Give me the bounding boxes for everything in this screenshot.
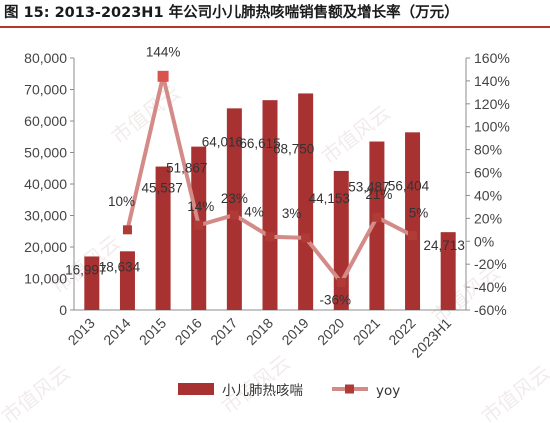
bar-value-label: 66,615 — [239, 136, 280, 151]
watermark-text-6: 市值风云 — [0, 360, 75, 423]
bar-2022 — [405, 132, 421, 310]
bar-value-label: 24,713 — [424, 238, 465, 253]
bar-value-label: 44,153 — [309, 191, 350, 206]
bar-2015 — [155, 166, 171, 310]
left-tick-label: 10,000 — [24, 271, 67, 287]
right-tick-label: 100% — [474, 119, 510, 135]
yoy-value-label: 14% — [187, 199, 214, 214]
right-tick-label: 160% — [474, 50, 510, 66]
yoy-value-label: 4% — [244, 205, 264, 220]
x-tick-label: 2021 — [350, 315, 383, 348]
legend-label-bar: 小儿肺热咳喘 — [222, 382, 303, 399]
line-series — [122, 70, 418, 288]
yoy-point-2021 — [372, 212, 382, 222]
right-tick-label: 40% — [474, 187, 502, 203]
x-tick-label: 2023H1 — [408, 315, 454, 361]
right-tick-label: 20% — [474, 210, 502, 226]
right-tick-label: 120% — [474, 96, 510, 112]
yoy-point-2014 — [122, 225, 132, 235]
x-tick-label: 2014 — [100, 315, 133, 348]
x-tick-label: 2013 — [65, 315, 98, 348]
right-tick-label: 60% — [474, 165, 502, 181]
bar-value-label: 68,750 — [273, 141, 314, 156]
yoy-value-label: 3% — [282, 206, 302, 221]
yoy-value-label: 10% — [108, 194, 135, 209]
yoy-value-label: 5% — [409, 206, 429, 221]
yoy-value-label: 144% — [146, 44, 181, 59]
yoy-point-2022 — [408, 231, 418, 241]
left-tick-label: 70,000 — [24, 82, 67, 98]
x-tick-label: 2020 — [314, 315, 347, 348]
bar-2014 — [119, 251, 135, 310]
x-tick-label: 2018 — [243, 315, 276, 348]
x-tick-label: 2015 — [136, 315, 169, 348]
yoy-value-label: -36% — [320, 293, 352, 308]
x-tick-label: 2019 — [278, 315, 311, 348]
watermark-text-5: 市值风云 — [477, 360, 550, 423]
bar-value-label: 51,867 — [166, 161, 207, 176]
bar-value-label: 45,537 — [141, 181, 182, 196]
bar-value-label: 18,634 — [99, 259, 141, 274]
x-tick-label: 2017 — [207, 315, 240, 348]
yoy-point-2016 — [194, 220, 204, 230]
bar-2021 — [369, 141, 385, 310]
yoy-point-2017 — [229, 210, 239, 220]
legend-label-line: yoy — [376, 383, 400, 399]
x-tick-label: 2016 — [172, 315, 205, 348]
legend: 小儿肺热咳喘 yoy — [178, 382, 400, 399]
bar-2019 — [298, 93, 314, 310]
right-tick-label: -40% — [474, 279, 507, 295]
right-tick-label: 0% — [474, 233, 494, 249]
yoy-point-2018 — [265, 232, 275, 242]
bar-value-label: 16,997 — [65, 262, 106, 277]
left-tick-label: 50,000 — [24, 145, 67, 161]
legend-swatch-bar — [178, 383, 214, 395]
left-tick-label: 60,000 — [24, 113, 67, 129]
left-tick-label: 20,000 — [24, 239, 67, 255]
left-tick-label: 0 — [59, 302, 67, 318]
bar-2023H1 — [440, 232, 456, 310]
yoy-point-2020 — [336, 278, 346, 288]
right-tick-label: 80% — [474, 142, 502, 158]
right-tick-label: 140% — [474, 73, 510, 89]
yoy-value-label: 21% — [365, 187, 392, 202]
left-tick-label: 40,000 — [24, 176, 67, 192]
left-tick-label: 80,000 — [24, 50, 67, 66]
figure-title: 图 15: 2013-2023H1 年公司小儿肺热咳喘销售额及增长率（万元） — [4, 5, 459, 21]
bar-2013 — [84, 256, 100, 310]
right-tick-label: -60% — [474, 302, 507, 318]
legend-swatch-marker — [345, 384, 354, 394]
bar-value-label: 53,487 — [348, 180, 389, 195]
yoy-point-2015 — [157, 70, 169, 82]
bar-2017 — [226, 108, 242, 310]
yoy-point-2019 — [301, 233, 311, 243]
left-tick-label: 30,000 — [24, 208, 67, 224]
bar-value-label: 56,404 — [388, 178, 430, 193]
yoy-value-label: 23% — [221, 191, 248, 206]
bar-value-label: 64,016 — [202, 134, 243, 149]
bar-2018 — [262, 100, 278, 310]
title-rule — [0, 26, 550, 28]
right-tick-label: -20% — [474, 256, 507, 272]
